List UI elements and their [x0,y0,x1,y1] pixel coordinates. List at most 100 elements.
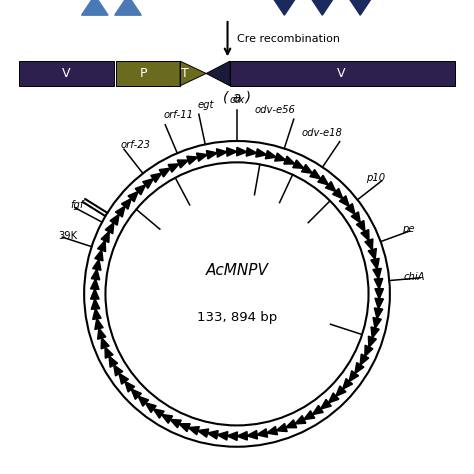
Bar [116,61,171,86]
Polygon shape [101,337,109,349]
Polygon shape [285,420,297,428]
Polygon shape [360,354,369,365]
Text: odv-e56: odv-e56 [255,105,295,115]
Text: 39K: 39K [58,231,77,241]
Polygon shape [266,427,277,435]
Polygon shape [180,61,206,86]
Polygon shape [161,414,173,423]
Polygon shape [119,373,128,384]
Polygon shape [375,298,383,309]
Polygon shape [179,424,190,432]
Polygon shape [349,371,358,382]
Polygon shape [246,148,257,156]
Polygon shape [146,403,156,412]
Polygon shape [197,153,208,161]
Polygon shape [293,160,304,168]
Text: ( a ): ( a ) [223,90,251,104]
Polygon shape [318,175,328,185]
Polygon shape [207,151,218,159]
Polygon shape [116,206,125,217]
Polygon shape [95,319,103,329]
Polygon shape [373,268,381,279]
Polygon shape [274,153,286,161]
Polygon shape [227,432,237,440]
Polygon shape [115,0,141,15]
Polygon shape [91,269,100,280]
Polygon shape [374,308,383,319]
Polygon shape [276,423,287,431]
Polygon shape [333,188,343,199]
Polygon shape [368,248,376,260]
Polygon shape [131,389,141,400]
Polygon shape [198,429,209,437]
Polygon shape [346,203,355,215]
Polygon shape [101,231,109,243]
Polygon shape [284,156,295,164]
Polygon shape [265,151,276,159]
Polygon shape [237,147,247,156]
Polygon shape [128,191,138,202]
Polygon shape [246,430,257,439]
Polygon shape [95,250,103,261]
Polygon shape [135,185,146,195]
Polygon shape [159,168,171,177]
Polygon shape [368,336,376,347]
Polygon shape [105,347,113,358]
Polygon shape [336,386,346,396]
Bar [19,61,114,86]
Polygon shape [343,379,353,389]
Polygon shape [375,289,383,299]
Text: V: V [337,67,346,80]
Text: V: V [62,67,71,80]
Polygon shape [121,199,131,209]
Polygon shape [92,259,101,270]
Polygon shape [256,429,267,437]
Polygon shape [310,170,321,179]
Text: pe: pe [401,224,414,235]
Polygon shape [365,345,373,356]
Polygon shape [326,182,336,191]
Polygon shape [105,222,114,234]
Polygon shape [91,289,99,299]
Polygon shape [91,279,99,290]
Polygon shape [114,365,123,376]
Polygon shape [303,411,315,419]
Text: T: T [181,67,189,80]
Polygon shape [339,196,349,207]
Bar [116,61,180,86]
Text: AcMNPV: AcMNPV [206,263,268,278]
Polygon shape [109,356,118,367]
Polygon shape [320,400,331,409]
Polygon shape [371,258,379,269]
Text: 133, 894 bp: 133, 894 bp [197,311,277,324]
Polygon shape [374,278,383,289]
Polygon shape [217,149,228,157]
Polygon shape [237,431,247,440]
Polygon shape [138,396,148,406]
Polygon shape [143,179,154,188]
Text: p10: p10 [366,173,385,183]
Polygon shape [153,409,164,418]
Polygon shape [206,61,230,86]
Polygon shape [309,0,336,15]
Text: odv-e18: odv-e18 [301,128,342,137]
Polygon shape [356,220,365,232]
Polygon shape [347,0,374,15]
Text: orf-23: orf-23 [121,140,151,150]
Polygon shape [365,239,373,250]
Polygon shape [110,214,119,225]
Bar [230,61,455,86]
Text: chiA: chiA [403,273,425,283]
Polygon shape [355,363,364,374]
Polygon shape [177,160,189,168]
Polygon shape [125,381,135,392]
Text: egt: egt [198,100,214,109]
Polygon shape [256,149,267,157]
Polygon shape [91,299,100,310]
Polygon shape [168,164,179,172]
Polygon shape [151,173,162,182]
Polygon shape [271,0,298,15]
Polygon shape [328,393,339,403]
Polygon shape [82,0,108,15]
Polygon shape [371,327,379,338]
